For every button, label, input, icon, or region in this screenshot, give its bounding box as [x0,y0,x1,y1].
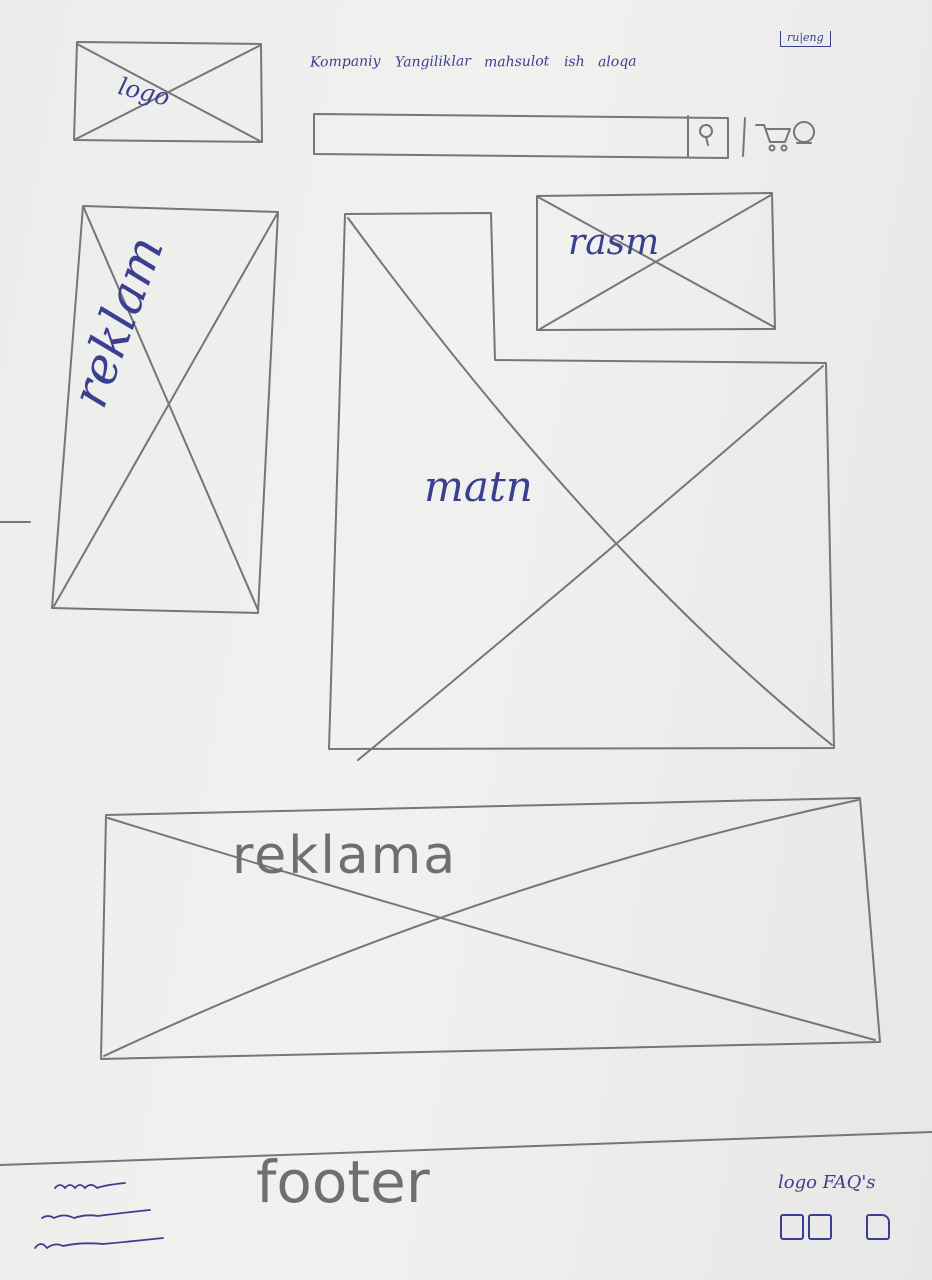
nav-item-aloqa[interactable]: aloqa [598,53,638,71]
image-placeholder [536,192,776,331]
wide-ad-placeholder [100,797,881,1060]
user-icon [793,121,815,144]
language-switch[interactable]: ru|eng [780,31,831,47]
logo-placeholder [73,41,263,143]
nav-item-kompaniy[interactable]: Kompaniy [309,53,381,71]
search-bar [313,113,729,159]
nav-item-yangiliklar[interactable]: Yangiliklar [394,53,471,71]
text-block-placeholder [328,212,835,761]
nav-item-mahsulot[interactable]: mahsulot [484,53,550,71]
cart-icon [755,124,791,152]
footer-label: footer [256,1148,430,1216]
social-icon-2[interactable] [808,1214,832,1240]
social-icon-1[interactable] [780,1214,804,1240]
main-nav: Kompaniy Yangiliklar mahsulot ish aloqa [309,53,638,71]
footer-divider [0,1131,932,1166]
footer-scribbles [34,1182,164,1250]
social-icon-3[interactable] [866,1214,890,1240]
side-ad-placeholder [51,205,279,614]
image-label: rasm [568,222,660,263]
search-icon [699,124,713,146]
divider [742,117,746,157]
nav-item-ish[interactable]: ish [563,53,585,71]
footer-links[interactable]: logo FAQ's [778,1172,876,1193]
text-block-label: matn [424,462,533,511]
wide-ad-label: reklama [232,826,458,886]
